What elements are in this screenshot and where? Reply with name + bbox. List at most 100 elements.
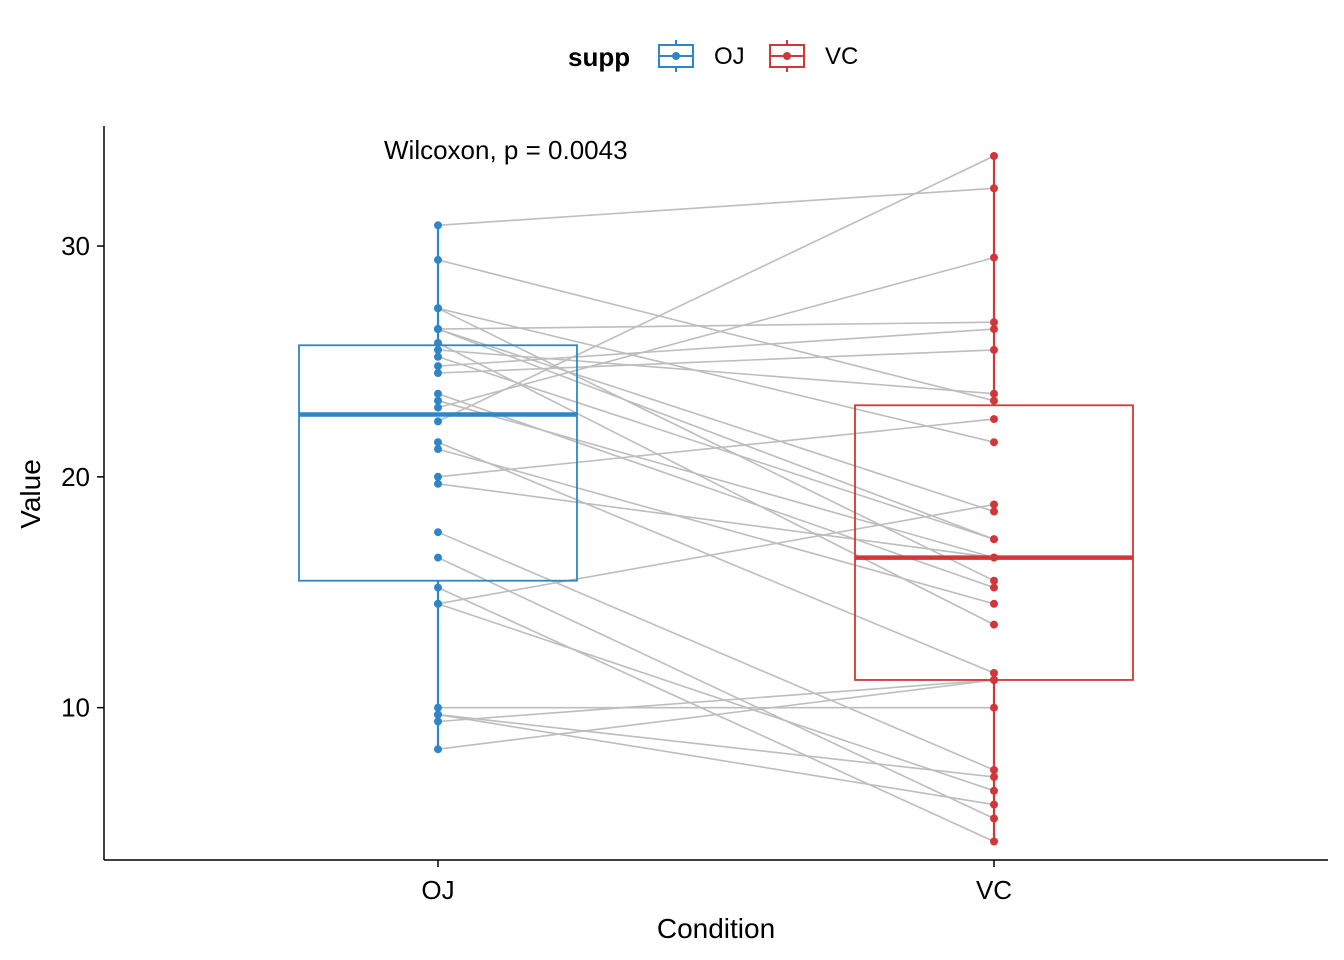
pair-line (437, 307, 995, 582)
point-vc (990, 576, 998, 585)
point-oj (434, 703, 442, 712)
y-tick-label: 20 (61, 462, 90, 492)
pair-line (437, 256, 995, 409)
legend-entry-oj: OJ (658, 40, 745, 72)
point-vc (990, 676, 998, 684)
point-vc (990, 389, 998, 398)
point-vc (990, 620, 998, 629)
point-vc (990, 396, 998, 405)
point-oj (434, 339, 442, 347)
axes: 10 20 30 OJ VC (61, 126, 1328, 905)
point-vc (990, 772, 998, 781)
y-axis-title: Value (15, 459, 46, 529)
wilcoxon-annotation: Wilcoxon, p = 0.0043 (384, 135, 628, 165)
pair-line (437, 328, 995, 540)
point-vc (990, 438, 998, 447)
point-oj (434, 352, 442, 361)
point-vc (990, 507, 998, 516)
pair-line (437, 503, 995, 605)
point-oj (434, 255, 442, 264)
point-oj (434, 717, 442, 726)
x-tick-label: VC (976, 875, 1012, 905)
point-oj (434, 389, 442, 398)
data-points (434, 152, 998, 846)
pair-line (437, 556, 995, 820)
point-oj (434, 445, 442, 454)
point-vc (990, 535, 998, 544)
legend-key-dot-oj (672, 52, 680, 60)
legend-title: supp (568, 42, 630, 72)
pair-line (437, 349, 995, 374)
pair-line (437, 679, 995, 723)
point-vc (990, 786, 998, 795)
point-vc (990, 318, 998, 327)
pair-line (437, 259, 995, 402)
pair-line (437, 307, 995, 443)
x-tick-label: OJ (421, 875, 454, 905)
point-vc (990, 553, 998, 562)
legend: supp OJ VC (568, 40, 858, 72)
pair-line (437, 603, 995, 792)
point-vc (990, 669, 998, 677)
pair-line (437, 713, 995, 778)
point-vc (990, 415, 998, 424)
point-oj (434, 438, 442, 447)
point-vc (990, 703, 998, 712)
pair-line (437, 399, 995, 559)
point-oj (434, 403, 442, 412)
point-vc (990, 583, 998, 592)
point-oj (434, 710, 442, 719)
point-oj (434, 583, 442, 592)
pair-line (437, 155, 995, 423)
legend-label-oj: OJ (714, 43, 745, 70)
point-vc (990, 766, 998, 774)
y-tick-label: 30 (61, 231, 90, 261)
point-vc (990, 837, 998, 846)
point-vc (990, 345, 998, 354)
x-axis-title: Condition (657, 913, 775, 944)
point-oj (434, 472, 442, 481)
point-vc (990, 253, 998, 262)
pair-line (437, 483, 995, 559)
point-vc (990, 184, 998, 193)
point-oj (434, 304, 442, 313)
point-vc (990, 599, 998, 608)
y-ticks: 10 20 30 (61, 231, 104, 723)
x-ticks: OJ VC (421, 860, 1012, 905)
pair-line (437, 349, 995, 395)
point-vc (990, 500, 998, 509)
pair-line (437, 448, 995, 605)
point-oj (434, 396, 442, 405)
y-tick-label: 10 (61, 693, 90, 723)
point-vc (990, 814, 998, 823)
pair-line (437, 531, 995, 771)
legend-key-dot-vc (783, 52, 791, 60)
pair-line (437, 441, 995, 674)
point-oj (434, 345, 442, 354)
point-vc (990, 800, 998, 809)
point-oj (434, 325, 442, 334)
point-oj (434, 528, 442, 537)
legend-entry-vc: VC (769, 40, 858, 72)
point-oj (434, 745, 442, 754)
legend-label-vc: VC (825, 43, 858, 70)
pair-line (437, 321, 995, 330)
point-oj (434, 553, 442, 562)
pair-line (437, 679, 995, 750)
point-vc (990, 152, 998, 160)
point-vc (990, 325, 998, 334)
pair-line (437, 713, 995, 806)
pair-line (437, 328, 995, 367)
paired-lines (437, 155, 995, 843)
pair-line (437, 356, 995, 540)
point-oj (434, 417, 442, 426)
pair-line (437, 392, 995, 589)
boxes (298, 156, 1134, 842)
pair-line (437, 187, 995, 227)
point-oj (434, 479, 442, 488)
point-oj (434, 221, 442, 230)
point-oj (434, 369, 442, 377)
point-oj (434, 599, 442, 608)
point-oj (434, 362, 442, 371)
